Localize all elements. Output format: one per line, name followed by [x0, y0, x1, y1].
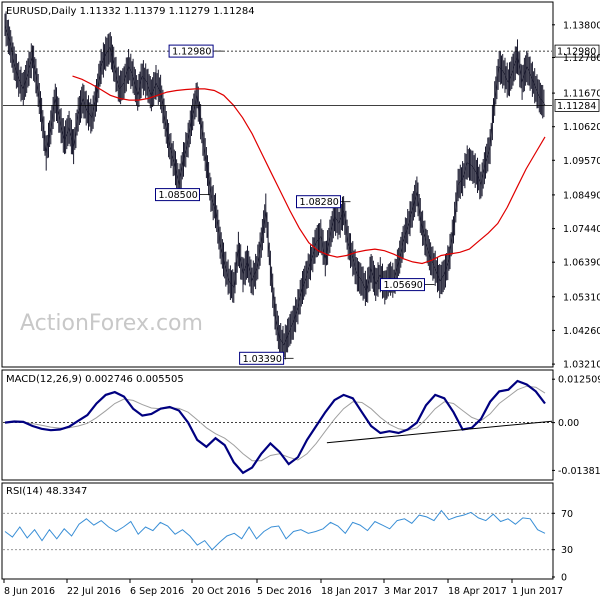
annotation-label: 1.08500 [159, 190, 198, 201]
price-level-tag [554, 44, 600, 58]
watermark: ActionForex.com [20, 311, 203, 336]
price-y-tick-label: 1.11670 [563, 89, 600, 100]
rsi-y-tick-label: 0 [561, 573, 567, 584]
time-tick-label: 18 Apr 2017 [448, 586, 507, 597]
price-y-tick-label: 1.09570 [563, 156, 600, 167]
annotation-box [155, 188, 200, 202]
price-panel: EURUSD,Daily 1.11332 1.11379 1.11279 1.1… [1, 1, 600, 371]
price-y-tick-label: 1.06390 [563, 258, 600, 269]
price-y-tick-label: 1.12780 [563, 53, 600, 64]
rsi-line [4, 509, 546, 551]
time-tick-label: 3 Mar 2017 [384, 586, 438, 597]
annotation-label: 1.12980 [172, 47, 211, 58]
price-y-tick-label: 1.05310 [563, 292, 600, 303]
macd-panel: MACD(12,26,9) 0.002746 0.005505 0.012509… [1, 369, 600, 481]
macd-trendline [326, 420, 553, 444]
macd-y-tick-label: 0.00 [558, 418, 579, 429]
rsi-plot [3, 509, 552, 551]
macd-y-tick-label: -0.013813 [558, 466, 600, 477]
moving-average-line [72, 75, 546, 265]
annotation-box [168, 44, 214, 58]
time-axis: 8 Jun 2016 22 Jul 2016 6 Sep 2016 20 Oct 20… [3, 579, 563, 597]
time-tick-label: 5 Dec 2016 [257, 586, 312, 597]
rsi-panel: RSI(14) 48.3347 70 30 0 [1, 482, 573, 584]
annotation-label: 1.08280 [300, 197, 339, 208]
price-y-tick-label: 1.03210 [563, 360, 600, 371]
rsi-panel-frame [1, 482, 554, 580]
price-y-tick-label: 1.13800 [563, 20, 600, 31]
macd-y-tick-label: 0.012509 [558, 375, 600, 386]
macd-line [4, 379, 546, 475]
annotation-box [380, 278, 425, 292]
macd-panel-frame [1, 369, 554, 481]
time-tick-label: 22 Jul 2016 [67, 586, 121, 597]
price-y-tick-label: 1.04260 [563, 326, 600, 337]
rsi-y-tick-label: 70 [561, 509, 573, 520]
rsi-label: RSI(14) 48.3347 [6, 486, 87, 497]
rsi-axis: 70 30 0 [552, 509, 573, 584]
macd-signal-line [4, 385, 546, 462]
time-tick-label: 1 Jun 2017 [512, 586, 563, 597]
price-level-tag [554, 99, 600, 112]
chart-header: EURUSD,Daily 1.11332 1.11379 1.11279 1.1… [6, 6, 255, 17]
time-tick-label: 6 Sep 2016 [130, 586, 184, 597]
annotation-label: 1.05690 [384, 280, 423, 291]
annotation-box [239, 351, 285, 365]
price-y-tick-label: 1.08490 [563, 190, 600, 201]
annotation-label: 1.03390 [243, 354, 282, 365]
macd-plot [3, 379, 553, 475]
annotation-box [296, 195, 341, 209]
macd-label: MACD(12,26,9) 0.002746 0.005505 [6, 374, 184, 385]
price-y-tick-label: 1.10620 [563, 122, 600, 133]
time-tick-label: 18 Jan 2017 [321, 586, 378, 597]
price-series-line [4, 24, 546, 346]
time-tick-label: 8 Jun 2016 [4, 586, 55, 597]
price-annotations: 1.12980 1.08500 1.08280 1.03390 1.05690 [155, 44, 435, 365]
price-y-tick-label: 1.07440 [563, 224, 600, 235]
price-levels: 1.12980 1.11284 [3, 44, 600, 112]
price-level-tag-label: 1.12980 [557, 47, 596, 58]
price-axis: 1.13800 1.12780 1.11670 1.10620 1.09570 1.084… [552, 20, 600, 371]
time-tick-label: 20 Oct 2016 [192, 586, 251, 597]
rsi-y-tick-label: 30 [561, 545, 573, 556]
macd-axis: 0.012509 0.00 -0.013813 [552, 375, 600, 477]
price-panel-frame [1, 1, 554, 368]
price-level-tag-label: 1.11284 [557, 101, 596, 112]
